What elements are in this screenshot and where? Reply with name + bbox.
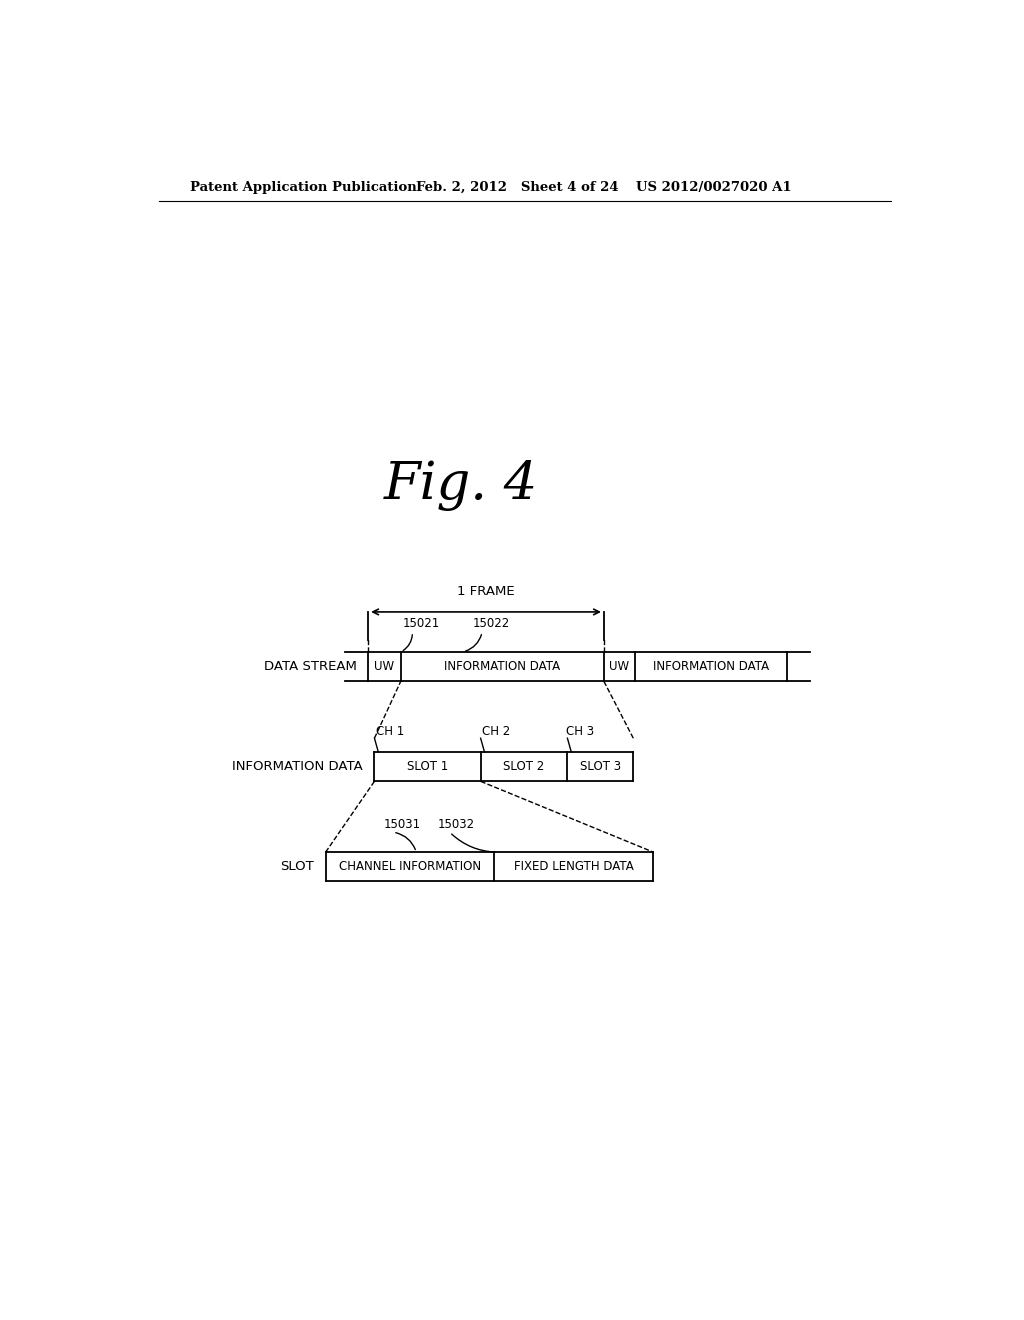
Text: 1 FRAME: 1 FRAME: [458, 585, 515, 598]
Text: INFORMATION DATA: INFORMATION DATA: [444, 660, 560, 673]
Text: CH 3: CH 3: [566, 725, 594, 738]
Text: 15022: 15022: [473, 618, 510, 631]
Text: Fig. 4: Fig. 4: [384, 461, 539, 511]
Text: SLOT 3: SLOT 3: [580, 760, 621, 774]
Text: CH 1: CH 1: [376, 725, 404, 738]
Text: 15032: 15032: [438, 817, 475, 830]
Text: SLOT 2: SLOT 2: [504, 760, 545, 774]
Text: UW: UW: [375, 660, 394, 673]
Text: 15021: 15021: [403, 618, 440, 631]
Text: UW: UW: [609, 660, 630, 673]
Text: Feb. 2, 2012   Sheet 4 of 24: Feb. 2, 2012 Sheet 4 of 24: [417, 181, 618, 194]
Text: 15031: 15031: [384, 817, 421, 830]
Text: SLOT 1: SLOT 1: [407, 760, 449, 774]
Text: CHANNEL INFORMATION: CHANNEL INFORMATION: [339, 861, 481, 874]
Text: Patent Application Publication: Patent Application Publication: [190, 181, 417, 194]
Text: CH 2: CH 2: [482, 725, 510, 738]
Text: SLOT: SLOT: [281, 861, 314, 874]
Text: INFORMATION DATA: INFORMATION DATA: [232, 760, 362, 774]
Text: US 2012/0027020 A1: US 2012/0027020 A1: [636, 181, 792, 194]
Text: INFORMATION DATA: INFORMATION DATA: [652, 660, 769, 673]
Text: FIXED LENGTH DATA: FIXED LENGTH DATA: [514, 861, 634, 874]
Text: DATA STREAM: DATA STREAM: [264, 660, 356, 673]
